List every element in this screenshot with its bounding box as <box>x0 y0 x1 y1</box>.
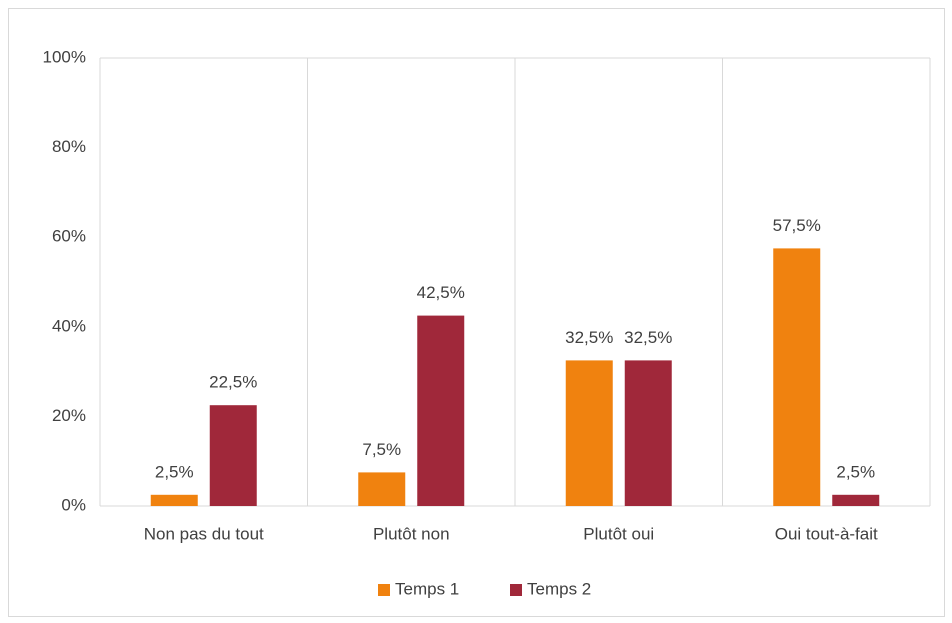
value-label: 2,5% <box>836 462 875 481</box>
bar <box>209 405 257 506</box>
legend-label: Temps 2 <box>527 579 591 598</box>
value-label: 32,5% <box>565 328 613 347</box>
value-label: 42,5% <box>417 283 465 302</box>
bar <box>773 248 821 506</box>
y-tick-label: 0% <box>61 495 86 514</box>
y-tick-label: 80% <box>52 137 86 156</box>
x-tick-label: Oui tout-à-fait <box>775 524 878 543</box>
bar <box>565 360 613 506</box>
y-tick-label: 20% <box>52 406 86 425</box>
bar <box>150 494 198 506</box>
bar <box>417 315 465 506</box>
y-tick-label: 60% <box>52 227 86 246</box>
value-label: 7,5% <box>362 440 401 459</box>
x-tick-label: Non pas du tout <box>144 524 264 543</box>
y-tick-label: 40% <box>52 316 86 335</box>
value-label: 32,5% <box>624 328 672 347</box>
value-label: 57,5% <box>773 216 821 235</box>
bar <box>832 494 880 506</box>
x-tick-label: Plutôt non <box>373 524 450 543</box>
bar <box>358 472 406 506</box>
legend-swatch <box>510 584 522 596</box>
value-label: 2,5% <box>155 462 194 481</box>
legend-label: Temps 1 <box>395 579 459 598</box>
value-label: 22,5% <box>209 373 257 392</box>
bar <box>624 360 672 506</box>
x-tick-label: Plutôt oui <box>583 524 654 543</box>
legend-swatch <box>378 584 390 596</box>
y-tick-label: 100% <box>43 47 86 66</box>
